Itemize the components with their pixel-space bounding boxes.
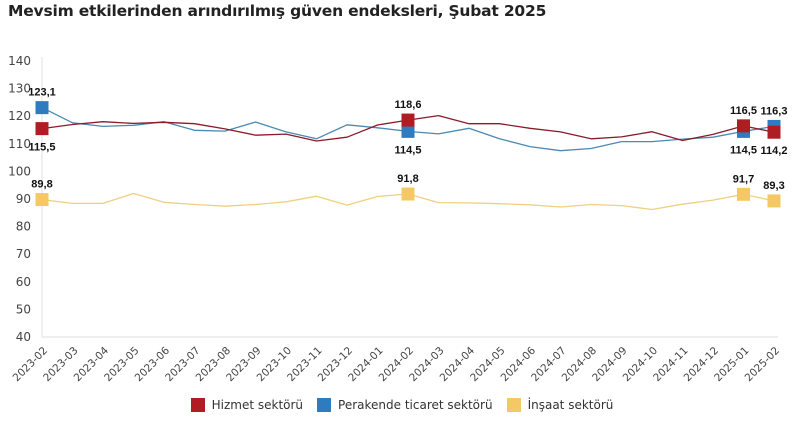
data-label: 114,2 [761,145,788,157]
legend-item-hizmet[interactable]: Hizmet sektörü [190,398,304,412]
data-point-marker [401,187,415,201]
data-point-marker [737,187,750,201]
legend-swatch-perakende [317,398,332,412]
data-label: 89,3 [763,180,784,192]
data-label: 118,6 [395,99,422,111]
chart-title: Mevsim etkilerinden arındırılmış güven e… [8,2,547,20]
legend-label-insaat: İnşaat sektörü [527,398,614,412]
legend-item-insaat[interactable]: İnşaat sektörü [506,398,614,412]
y-tick-label: 140 [8,54,31,68]
data-label: 116,5 [730,105,757,117]
data-label: 123,1 [28,87,56,99]
y-tick-label: 40 [16,330,31,344]
legend-item-perakende[interactable]: Perakende ticaret sektörü [317,398,493,412]
y-tick-label: 110 [8,137,31,151]
data-label: 91,8 [397,173,418,185]
data-label: 91,7 [733,173,754,185]
data-label: 114,5 [730,144,757,156]
y-tick-label: 90 [16,192,31,206]
y-tick-label: 50 [16,302,31,316]
y-tick-label: 120 [8,109,31,123]
data-point-marker [401,113,415,127]
data-point-marker [35,193,49,207]
y-tick-label: 60 [16,275,31,289]
legend-swatch-hizmet [190,398,205,412]
data-point-marker [737,119,750,133]
series-markers [35,101,781,208]
data-label: 115,5 [29,142,56,154]
legend-swatch-insaat [506,398,521,412]
y-tick-label: 130 [8,82,31,96]
data-point-marker [35,101,49,115]
data-label: 116,3 [761,105,788,117]
data-point-marker [35,122,49,136]
y-tick-label: 80 [16,220,31,234]
legend: Hizmet sektörü Perakende ticaret sektörü… [0,398,804,412]
legend-label-perakende: Perakende ticaret sektörü [338,398,493,412]
data-point-marker [767,125,781,139]
y-tick-label: 100 [8,164,31,178]
data-label: 89,8 [31,179,52,191]
y-tick-label: 70 [16,247,31,261]
data-label: 114,5 [395,144,422,156]
legend-label-hizmet: Hizmet sektörü [211,398,304,412]
data-point-marker [767,194,781,208]
data-point-marker [401,124,415,138]
data-labels: 115,5 118,6 116,5 114,2 123,1 114,5 114,5 116,3… [28,87,787,192]
